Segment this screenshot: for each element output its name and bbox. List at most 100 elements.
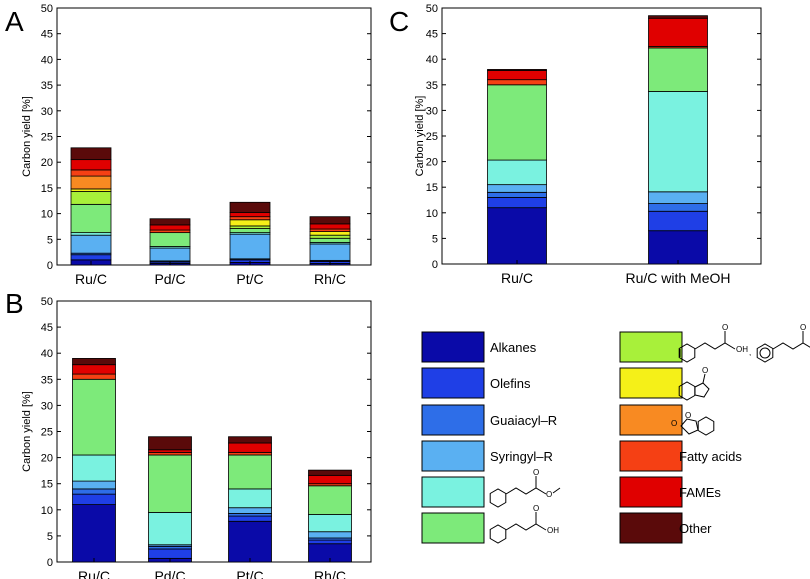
bar-stack [148, 436, 192, 563]
bar-segment [648, 17, 708, 47]
ring-bond [489, 524, 507, 544]
legend-item-left: Syringyl–R [421, 440, 553, 472]
bar-segment [149, 224, 191, 231]
legend-item-left: O OH [421, 504, 559, 544]
bar-segment [228, 436, 272, 444]
chain-bond [505, 487, 547, 495]
bar-stack [228, 436, 272, 563]
legend-label: Fatty acids [679, 449, 742, 464]
bar-stack [70, 147, 112, 266]
y-axis-label: Carbon yield [%] [21, 96, 33, 177]
ring-bond [680, 418, 699, 435]
ring-bond [694, 382, 710, 398]
legend-item-right: Other [619, 512, 712, 544]
legend-label: Syringyl–R [490, 449, 553, 464]
y-tick-label: 35 [41, 80, 53, 92]
bar-segment [72, 488, 116, 495]
y-tick-label: 50 [41, 3, 53, 15]
bar-segment [308, 474, 352, 485]
bar-segment [228, 507, 272, 514]
bar-stacks [70, 147, 351, 266]
panel-c: C 0 5 10 15 20 25 30 35 40 45 50 Ru/C Ru/C with MeO… [389, 3, 762, 286]
legend-swatch [421, 440, 485, 472]
panel-label: C [389, 6, 409, 37]
bar-segment [648, 230, 708, 265]
y-tick-label: 45 [41, 322, 53, 334]
legend-item-right: OOH,OOH [619, 323, 810, 363]
y-tick-label: 15 [41, 479, 53, 491]
bar-segment [72, 454, 116, 482]
bar-segment [228, 454, 272, 490]
legend-swatch [619, 476, 683, 508]
legend-item-left: Guaiacyl–R [421, 404, 557, 436]
y-tick-label: 40 [426, 54, 438, 66]
bar-segment [487, 159, 547, 186]
panel-label: B [5, 288, 24, 319]
y-axis-label: Carbon yield [%] [414, 96, 426, 177]
bar-segment [308, 485, 352, 515]
legend-label: Olefins [490, 376, 531, 391]
legend-label: Alkanes [490, 340, 537, 355]
bar-segment [70, 147, 112, 161]
bar-segment [308, 514, 352, 533]
legend-swatch [421, 331, 485, 363]
ring-bond [678, 381, 696, 401]
bar-stack [149, 218, 191, 266]
atom-label: O [546, 490, 552, 499]
bicyclic-ketone-structure: O [678, 366, 710, 401]
chain-bond [505, 523, 547, 531]
legend-label: Other [679, 521, 712, 536]
y-tick-label: 5 [432, 233, 438, 245]
y-tick-label: 40 [41, 54, 53, 66]
x-tick-label: Pt/C [236, 568, 263, 579]
bar-segment [487, 79, 547, 86]
bar-stack [308, 469, 352, 563]
bar-segment [72, 378, 116, 456]
bar-segment [149, 218, 191, 226]
legend-swatch [421, 512, 485, 544]
bar-segment [229, 201, 271, 213]
y-axis: 0 5 10 15 20 25 30 35 40 45 50 [426, 3, 761, 271]
y-tick-label: 10 [41, 505, 53, 517]
legend-item-left: Alkanes [421, 331, 537, 363]
y-tick-label: 20 [41, 453, 53, 465]
bar-segment [70, 169, 112, 177]
bar-segment [648, 91, 708, 193]
y-tick-label: 0 [47, 557, 53, 569]
bar-segment [72, 373, 116, 380]
bar-stack [72, 358, 116, 563]
bar-segment [648, 210, 708, 232]
y-tick-label: 30 [41, 400, 53, 412]
y-tick-label: 45 [426, 29, 438, 41]
legend-label: FAMEs [679, 485, 721, 500]
bar-segment [70, 203, 112, 234]
bar-segment [309, 243, 351, 261]
y-tick-label: 10 [41, 209, 53, 221]
y-tick-label: 35 [41, 374, 53, 386]
atom-label: O [722, 323, 728, 332]
atom-label: O [685, 411, 691, 420]
bar-segment [308, 531, 352, 539]
bar-segment [308, 469, 352, 476]
legend: Alkanes Olefins Guaiacyl–R Syringyl–R O O OOH O… [421, 323, 810, 544]
bar-segment [229, 216, 271, 221]
legend-swatch [619, 404, 683, 436]
atom-label: O [800, 323, 806, 332]
bar-segment [487, 197, 547, 209]
legend-swatch [421, 476, 485, 508]
x-tick-label: Pd/C [154, 568, 185, 579]
y-tick-label: 40 [41, 348, 53, 360]
y-axis: 0 5 10 15 20 25 30 35 40 45 50 [41, 3, 371, 272]
x-tick-label: Rh/C [314, 271, 346, 287]
bar-segment [229, 219, 271, 227]
x-tick-label: Ru/C [75, 271, 107, 287]
bar-segment [72, 364, 116, 375]
bar-segment [228, 442, 272, 453]
bar-segment [487, 84, 547, 161]
legend-item-left: Olefins [421, 367, 531, 399]
y-tick-label: 45 [41, 29, 53, 41]
bar-segment [148, 512, 192, 546]
bar-segment [70, 191, 112, 205]
bar-segment [70, 254, 112, 261]
